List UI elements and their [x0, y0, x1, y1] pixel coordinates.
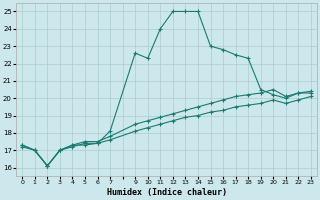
X-axis label: Humidex (Indice chaleur): Humidex (Indice chaleur): [107, 188, 227, 197]
